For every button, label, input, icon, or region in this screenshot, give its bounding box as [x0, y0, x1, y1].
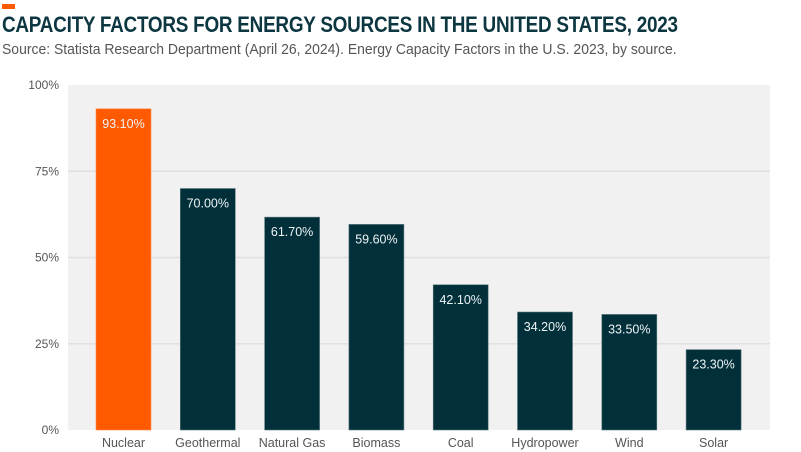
bar-natural-gas	[264, 216, 320, 431]
x-tick-label: Hydropower	[511, 436, 578, 450]
bar-nuclear	[95, 108, 152, 431]
x-tick-label: Biomass	[352, 436, 400, 450]
chart-subtitle: Source: Statista Research Department (Ap…	[2, 41, 677, 58]
x-tick-label: Geothermal	[175, 436, 240, 450]
y-tick-label: 0%	[42, 423, 60, 437]
x-tick-label: Nuclear	[102, 436, 145, 450]
bar-solar	[685, 349, 742, 431]
y-tick-label: 75%	[35, 164, 59, 178]
value-label: 42.10%	[439, 293, 481, 307]
x-tick-label: Natural Gas	[259, 436, 326, 450]
value-label: 59.60%	[355, 232, 397, 246]
bar-coal	[432, 284, 489, 431]
x-axis-labels: Nuclear Geothermal Natural Gas Biomass Coal H…	[102, 436, 728, 450]
title-accent-bar	[2, 4, 15, 9]
value-label: 34.20%	[524, 320, 566, 334]
x-tick-label: Solar	[699, 436, 728, 450]
bar-wind	[601, 314, 658, 431]
chart-title: CAPACITY FACTORS FOR ENERGY SOURCES IN T…	[2, 12, 678, 37]
value-label: 33.50%	[608, 322, 650, 336]
value-label: 23.30%	[692, 358, 734, 372]
bar-hydropower	[517, 311, 573, 431]
value-label: 61.70%	[271, 225, 313, 239]
value-label: 70.00%	[187, 197, 229, 211]
x-tick-label: Coal	[448, 436, 474, 450]
value-label: 93.10%	[102, 117, 144, 131]
y-axis-ticks: 0% 25% 50% 75% 100%	[28, 78, 59, 437]
bar-biomass	[348, 224, 405, 431]
y-tick-label: 50%	[35, 251, 59, 265]
bars: 93.10% 70.00% 61.70% 59.60% 42.10% 34.20% 33.5…	[95, 108, 742, 431]
x-tick-label: Wind	[615, 436, 644, 450]
bar-geothermal	[180, 188, 236, 431]
y-tick-label: 100%	[28, 78, 59, 92]
y-tick-label: 25%	[35, 337, 59, 351]
